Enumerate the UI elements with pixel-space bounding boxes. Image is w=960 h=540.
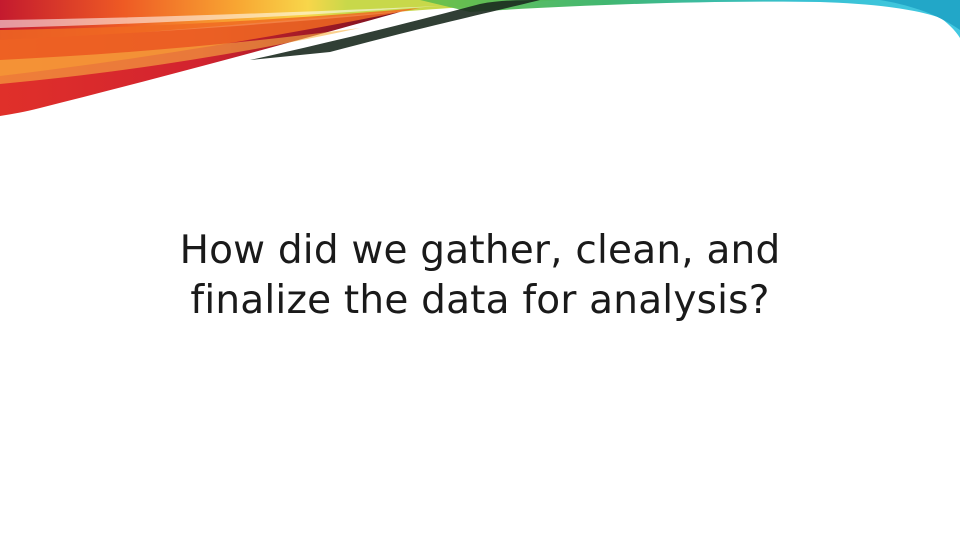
decorative-swoosh-banner xyxy=(0,0,960,116)
swoosh-streak-dark xyxy=(250,0,540,60)
slide-question: How did we gather, clean, and finalize t… xyxy=(120,226,840,326)
question-line-1: How did we gather, clean, and xyxy=(179,228,781,273)
question-line-2: finalize the data for analysis? xyxy=(190,278,770,323)
swoosh-band-upper xyxy=(0,0,560,46)
swoosh-streak-light xyxy=(0,6,440,28)
swoosh-band-highlight xyxy=(0,28,360,84)
swoosh-cyan-tip xyxy=(880,0,960,30)
